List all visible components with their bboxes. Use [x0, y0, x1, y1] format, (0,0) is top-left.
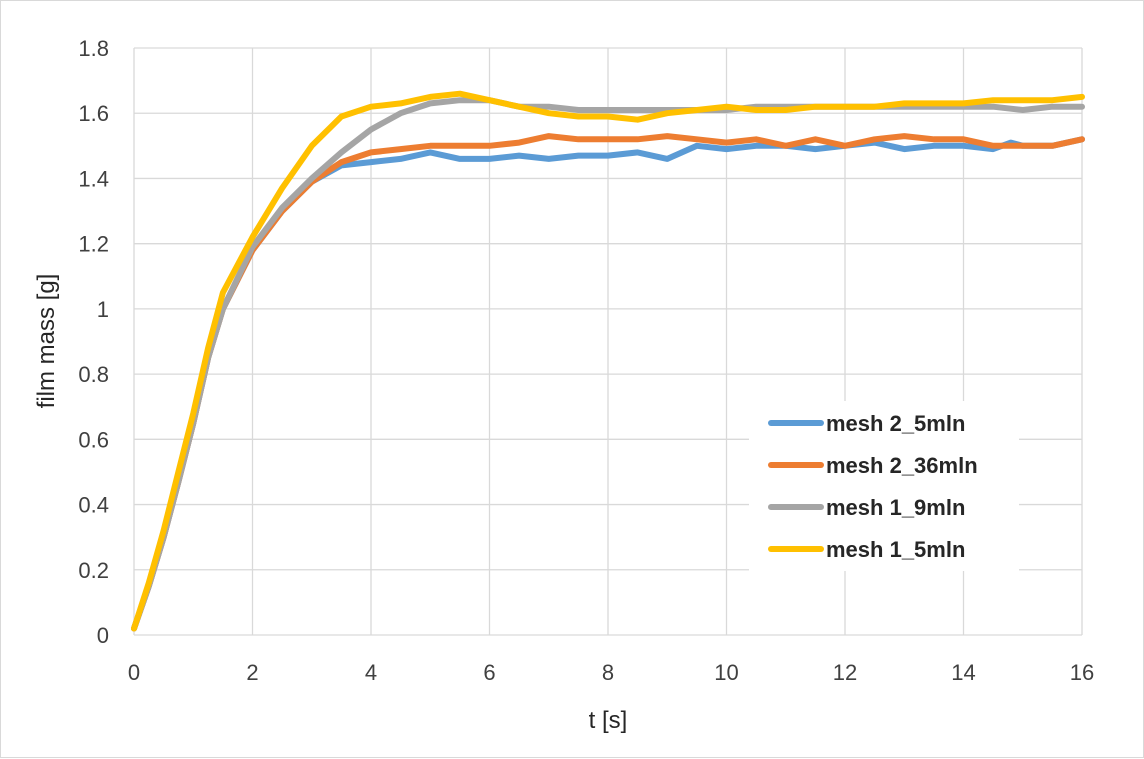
y-axis-title: film mass [g]: [33, 274, 60, 409]
y-tick-label: 1.2: [78, 232, 109, 257]
y-tick-label: 0.6: [78, 427, 109, 452]
x-tick-label: 16: [1070, 660, 1094, 685]
series-line-4: [131, 90, 1085, 632]
x-tick-label: 8: [602, 660, 614, 685]
x-axis-ticks: 0 2 4 6 8 10 12 14 16: [128, 660, 1094, 685]
y-tick-label: 1: [97, 297, 109, 322]
x-tick-label: 2: [246, 660, 258, 685]
x-tick-label: 12: [833, 660, 857, 685]
y-tick-label: 0.4: [78, 493, 109, 518]
legend-label: mesh 1_9mln: [826, 495, 965, 520]
legend-label: mesh 2_5mln: [826, 411, 965, 436]
y-tick-label: 1.8: [78, 36, 109, 61]
y-tick-label: 0.8: [78, 362, 109, 387]
series-line-3: [131, 97, 1085, 632]
legend-background: [749, 401, 1019, 571]
y-tick-label: 1.4: [78, 166, 109, 191]
y-axis-ticks: 0 0.2 0.4 0.6 0.8 1 1.2 1.4 1.6 1.8: [78, 36, 109, 648]
x-tick-label: 4: [365, 660, 377, 685]
x-tick-label: 14: [951, 660, 975, 685]
x-axis-title: t [s]: [589, 707, 628, 734]
legend-label: mesh 2_36mln: [826, 453, 978, 478]
y-tick-label: 1.6: [78, 101, 109, 126]
y-tick-label: 0.2: [78, 558, 109, 583]
x-tick-label: 6: [483, 660, 495, 685]
legend-label: mesh 1_5mln: [826, 537, 965, 562]
series-lines: [131, 90, 1085, 632]
x-tick-label: 10: [714, 660, 738, 685]
x-tick-label: 0: [128, 660, 140, 685]
y-tick-label: 0: [97, 623, 109, 648]
